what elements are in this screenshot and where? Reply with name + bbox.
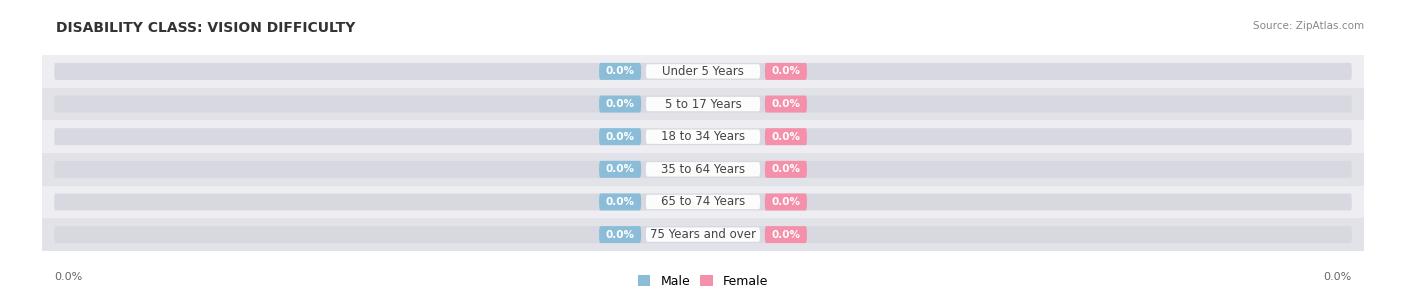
Bar [42, 120, 1364, 153]
FancyBboxPatch shape [645, 64, 761, 79]
Text: Under 5 Years: Under 5 Years [662, 65, 744, 78]
FancyBboxPatch shape [645, 129, 761, 144]
FancyBboxPatch shape [645, 227, 761, 242]
Text: 0.0%: 0.0% [772, 230, 800, 240]
Text: DISABILITY CLASS: VISION DIFFICULTY: DISABILITY CLASS: VISION DIFFICULTY [56, 21, 356, 35]
FancyBboxPatch shape [599, 63, 641, 80]
Text: 0.0%: 0.0% [606, 132, 634, 142]
FancyBboxPatch shape [765, 128, 807, 145]
FancyBboxPatch shape [645, 97, 761, 111]
Text: 65 to 74 Years: 65 to 74 Years [661, 196, 745, 208]
FancyBboxPatch shape [645, 195, 761, 209]
Bar [42, 218, 1364, 251]
FancyBboxPatch shape [55, 226, 1351, 243]
FancyBboxPatch shape [599, 95, 641, 113]
Bar [42, 153, 1364, 186]
Text: 0.0%: 0.0% [772, 197, 800, 207]
Legend: Male, Female: Male, Female [638, 275, 768, 288]
FancyBboxPatch shape [765, 193, 807, 211]
FancyBboxPatch shape [599, 128, 641, 145]
FancyBboxPatch shape [599, 193, 641, 211]
Bar [42, 88, 1364, 120]
FancyBboxPatch shape [55, 63, 1351, 80]
Text: 0.0%: 0.0% [606, 164, 634, 174]
Text: 75 Years and over: 75 Years and over [650, 228, 756, 241]
Text: 0.0%: 0.0% [606, 99, 634, 109]
Text: 35 to 64 Years: 35 to 64 Years [661, 163, 745, 176]
FancyBboxPatch shape [55, 161, 1351, 178]
Text: 0.0%: 0.0% [606, 197, 634, 207]
Text: 0.0%: 0.0% [55, 272, 83, 282]
FancyBboxPatch shape [765, 95, 807, 113]
Text: Source: ZipAtlas.com: Source: ZipAtlas.com [1253, 21, 1364, 32]
FancyBboxPatch shape [599, 161, 641, 178]
Text: 5 to 17 Years: 5 to 17 Years [665, 98, 741, 110]
Text: 0.0%: 0.0% [606, 66, 634, 76]
Bar [42, 55, 1364, 88]
FancyBboxPatch shape [599, 226, 641, 243]
Text: 0.0%: 0.0% [772, 132, 800, 142]
Text: 0.0%: 0.0% [772, 99, 800, 109]
Text: 0.0%: 0.0% [772, 66, 800, 76]
Text: 0.0%: 0.0% [1323, 272, 1351, 282]
FancyBboxPatch shape [55, 95, 1351, 113]
FancyBboxPatch shape [765, 226, 807, 243]
Bar [42, 186, 1364, 218]
FancyBboxPatch shape [765, 161, 807, 178]
Text: 0.0%: 0.0% [606, 230, 634, 240]
FancyBboxPatch shape [55, 128, 1351, 145]
FancyBboxPatch shape [55, 193, 1351, 211]
FancyBboxPatch shape [765, 63, 807, 80]
Text: 18 to 34 Years: 18 to 34 Years [661, 130, 745, 143]
Text: 0.0%: 0.0% [772, 164, 800, 174]
FancyBboxPatch shape [645, 162, 761, 177]
